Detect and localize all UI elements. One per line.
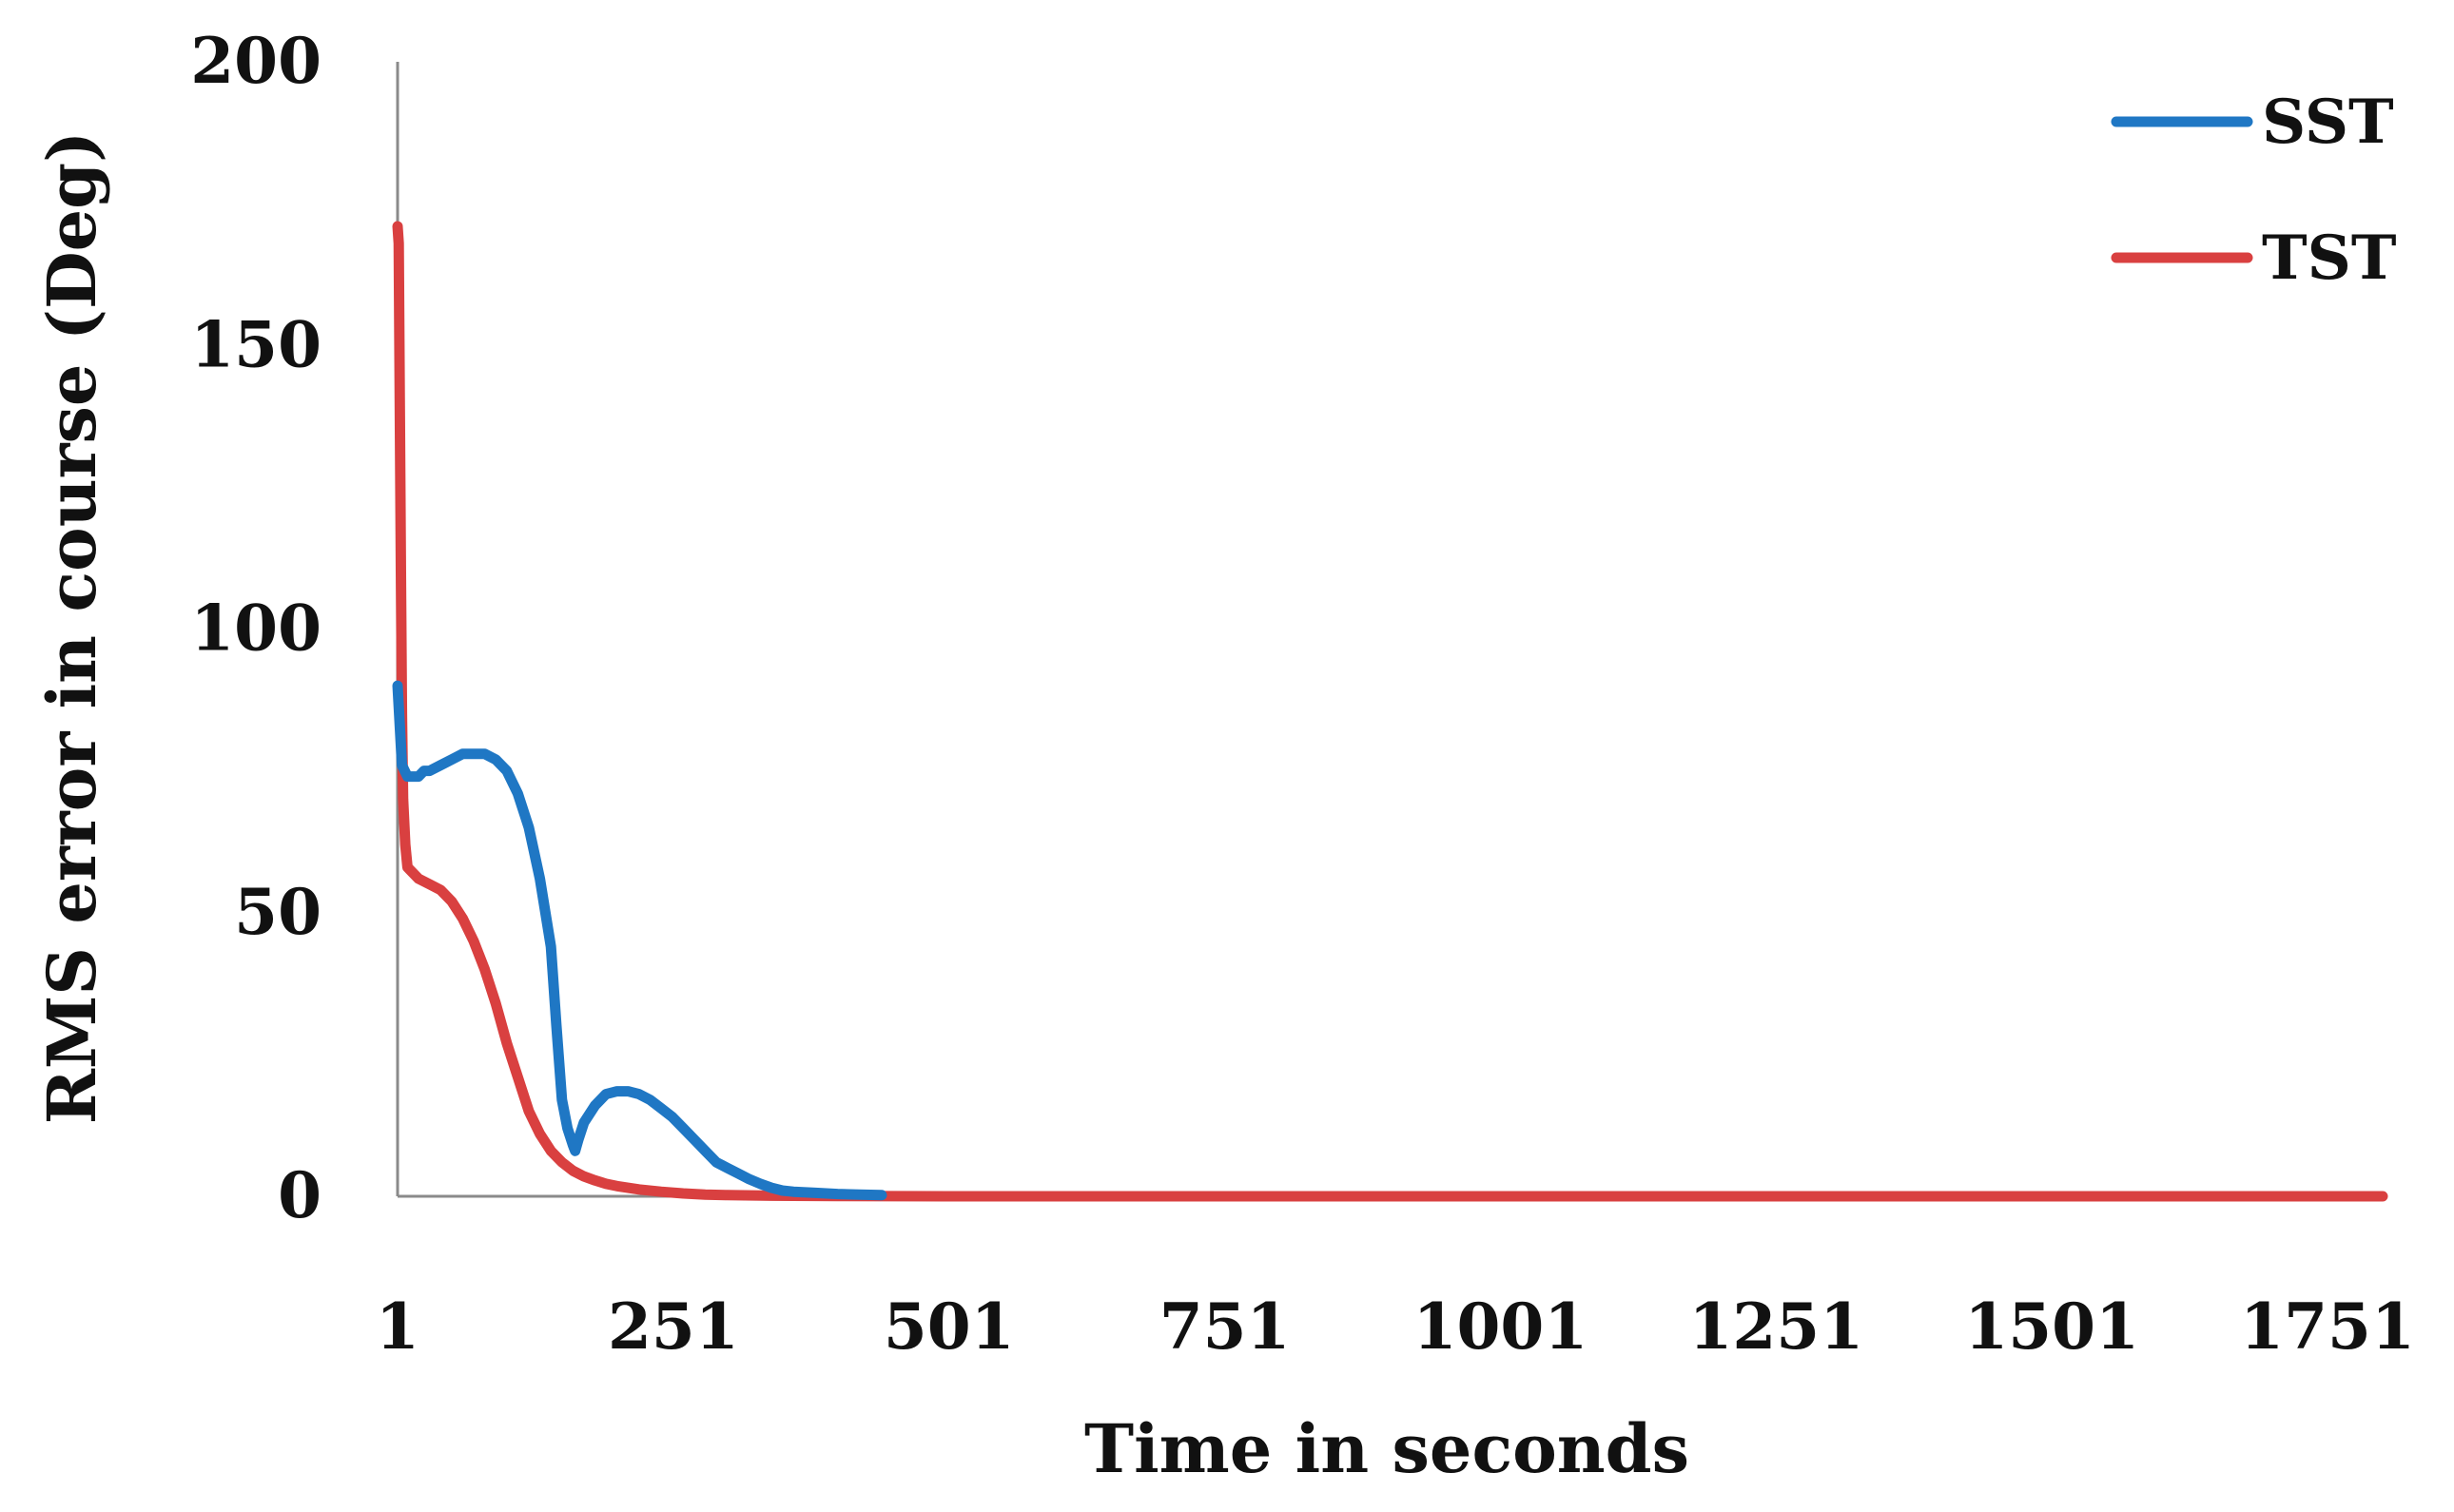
y-tick-labels: 0 50 100 150 200 [190,24,321,1232]
x-axis-title: Time in seconds [1084,1409,1689,1488]
x-tick-label: 1001 [1413,1289,1588,1364]
axes-layer [396,62,2383,1198]
legend: SST TST [2111,87,2396,294]
y-tick-label: 200 [190,24,321,98]
y-tick-label: 100 [190,591,321,666]
legend-label-sst: SST [2262,87,2394,158]
x-tick-label: 1501 [1964,1289,2139,1364]
y-tick-label: 0 [278,1158,321,1232]
series-layer [392,221,2388,1202]
y-tick-label: 50 [234,875,321,949]
y-tick-label: 150 [190,307,321,381]
x-tick-label: 1 [376,1289,419,1364]
x-tick-label: 251 [608,1289,739,1364]
x-tick-label: 501 [884,1289,1015,1364]
legend-label-tst: TST [2262,223,2396,294]
y-axis-title: RMS error in course (Deg) [32,131,111,1125]
x-tick-label: 1751 [2240,1289,2415,1364]
x-tick-label: 1251 [1688,1289,1863,1364]
series-line-sst [392,680,887,1201]
series-line-tst [392,221,2388,1202]
x-tick-label: 751 [1159,1289,1291,1364]
x-tick-labels: 1 251 501 751 1001 1251 1501 1751 [376,1289,2415,1364]
